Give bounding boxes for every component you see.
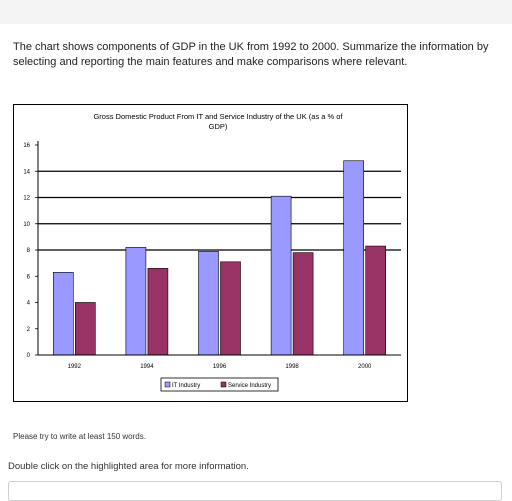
bar-it-1998	[270, 195, 292, 356]
x-tick-label-1992: 1992	[68, 364, 82, 370]
y-tick-label-14: 14	[23, 169, 30, 175]
highlight-hint: Double click on the highlighted area for…	[8, 461, 249, 472]
legend-box	[160, 377, 279, 392]
y-tick-label-12: 12	[23, 196, 30, 202]
bar-service-1992	[74, 302, 96, 356]
chart-title-line-2: GDP)	[209, 122, 228, 131]
y-tick-label-2: 2	[27, 327, 31, 333]
x-tick-label-1998: 1998	[285, 364, 299, 370]
chart-title-line-1: Gross Domestic Product From IT and Servi…	[93, 112, 343, 121]
y-tick-label-8: 8	[27, 248, 31, 254]
y-tick-label-0: 0	[27, 353, 31, 359]
top-band	[0, 0, 512, 24]
x-tick-label-1994: 1994	[140, 364, 154, 370]
task-prompt: The chart shows components of GDP in the…	[13, 41, 489, 68]
bar-it-2000	[343, 160, 365, 356]
legend-label-service: Service Industry	[228, 383, 271, 389]
legend-label-it: IT Industry	[172, 383, 200, 389]
y-tick-label-6: 6	[27, 274, 31, 280]
bar-service-1998	[292, 252, 314, 356]
word-count-instruction: Please try to write at least 150 words.	[13, 432, 146, 441]
legend-swatch-it	[164, 381, 171, 388]
legend-swatch-service	[220, 381, 227, 388]
bar-service-2000	[365, 245, 387, 356]
bar-it-1992	[52, 272, 74, 356]
y-tick-label-10: 10	[23, 222, 30, 228]
gdp-bar-chart: Gross Domestic Product From IT and Servi…	[23, 112, 401, 392]
bar-it-1994	[125, 247, 147, 356]
answer-textarea[interactable]	[8, 481, 502, 501]
bar-service-1994	[147, 268, 169, 356]
bar-it-1996	[198, 251, 219, 356]
y-tick-label-4: 4	[27, 301, 31, 307]
x-tick-label-1996: 1996	[213, 364, 227, 370]
x-tick-label-2000: 2000	[358, 364, 372, 370]
bar-service-1996	[220, 261, 241, 356]
y-tick-label-16: 16	[23, 143, 30, 149]
